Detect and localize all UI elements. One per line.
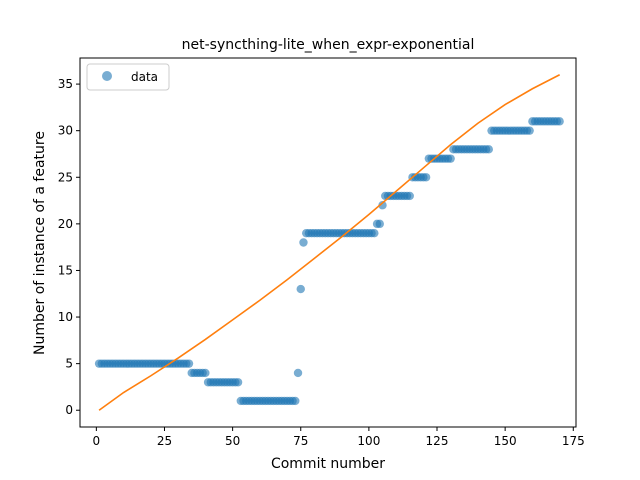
data-point (378, 201, 387, 210)
data-point (184, 359, 194, 368)
data-point (370, 228, 379, 238)
data-point (296, 284, 305, 294)
data-point (299, 238, 308, 247)
data-point (291, 396, 300, 406)
data-point (201, 368, 210, 378)
x-tick-label: 25 (157, 434, 172, 448)
y-tick-label: 30 (58, 124, 73, 138)
x-tick-label: 0 (93, 434, 101, 448)
chart-title: net-syncthing-lite_when_expr-exponential (182, 37, 475, 53)
axes-frame (79, 57, 577, 428)
data-point (484, 145, 493, 154)
y-tick-label: 10 (58, 310, 73, 324)
x-tick-label: 75 (293, 434, 308, 448)
legend-data-marker (102, 71, 112, 81)
y-tick-label: 20 (58, 217, 73, 231)
x-tick-label: 125 (426, 434, 449, 448)
legend-frame (86, 63, 170, 91)
data-point (446, 154, 455, 163)
y-tick-label: 0 (65, 403, 73, 417)
data-point (555, 117, 564, 126)
y-tick-label: 25 (58, 170, 73, 184)
y-tick-label: 5 (65, 357, 73, 371)
y-tick-label: 15 (58, 263, 73, 277)
data-point (525, 126, 534, 135)
x-tick-label: 175 (562, 434, 585, 448)
x-axis-label: Commit number (271, 456, 385, 472)
x-tick-label: 50 (225, 434, 240, 448)
data-point (421, 173, 431, 182)
data-point (233, 378, 243, 387)
y-axis-label: Number of instance of a feature (32, 131, 48, 355)
x-tick-label: 100 (357, 434, 380, 448)
chart-marks (94, 74, 564, 411)
data-point (293, 368, 303, 378)
legend: data (86, 63, 170, 91)
y-tick-label: 35 (58, 77, 73, 91)
legend-data-label: data (131, 70, 158, 84)
fit-curve (98, 74, 561, 411)
data-point (405, 191, 414, 201)
x-tick-label: 150 (494, 434, 517, 448)
axes: 0 25 50 75 100 125 150 175 0 5 10 15 20 25 30 35 (58, 57, 585, 448)
data-point (375, 219, 384, 229)
